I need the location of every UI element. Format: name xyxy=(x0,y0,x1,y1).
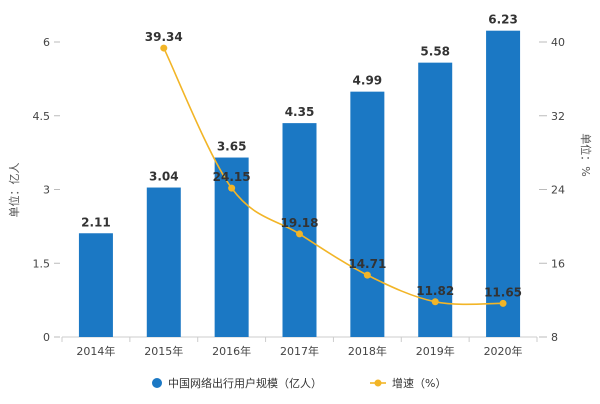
x-tick-label: 2014年 xyxy=(76,344,115,358)
bar xyxy=(486,30,521,338)
growth-point xyxy=(160,44,168,52)
y-left-tick-label: 6 xyxy=(43,36,50,49)
bar xyxy=(418,62,453,338)
y-right-tick-label: 40 xyxy=(551,36,565,49)
bar-value-label: 5.58 xyxy=(420,45,450,59)
growth-value-label: 19.18 xyxy=(281,216,319,230)
growth-value-label: 24.15 xyxy=(213,170,251,184)
growth-value-label: 11.82 xyxy=(416,284,454,298)
y-right-tick-label: 32 xyxy=(551,110,565,123)
y-left-tick-label: 1.5 xyxy=(33,257,51,270)
y-left-axis-title: 单位：亿人 xyxy=(7,163,21,218)
x-tick-label: 2018年 xyxy=(348,344,387,358)
x-tick-label: 2020年 xyxy=(484,344,523,358)
y-left-tick-label: 3 xyxy=(43,184,50,197)
x-tick-label: 2016年 xyxy=(212,344,251,358)
bar xyxy=(282,123,317,337)
legend-bar-label: 中国网络出行用户规模（亿人） xyxy=(168,376,322,390)
y-right-tick-label: 8 xyxy=(551,331,558,344)
x-tick-label: 2019年 xyxy=(416,344,455,358)
legend-line-dot xyxy=(374,379,382,387)
bar-value-label: 6.23 xyxy=(488,13,518,27)
y-right-axis-title: 单位：% xyxy=(579,133,593,176)
growth-point xyxy=(363,271,371,279)
growth-point xyxy=(228,184,236,192)
bar xyxy=(214,157,249,337)
x-tick-label: 2017年 xyxy=(280,344,319,358)
bar xyxy=(146,187,181,337)
growth-value-label: 11.65 xyxy=(484,285,522,299)
bar xyxy=(350,91,385,338)
y-right-tick-label: 16 xyxy=(551,257,565,270)
bar-value-label: 3.65 xyxy=(217,140,247,154)
bar xyxy=(78,233,113,337)
y-right-tick-label: 24 xyxy=(551,184,565,197)
growth-value-label: 39.34 xyxy=(145,30,183,44)
growth-point xyxy=(499,299,507,307)
legend-bar-marker xyxy=(152,378,162,388)
bar-value-label: 4.35 xyxy=(285,105,315,119)
y-left-tick-label: 0 xyxy=(43,331,50,344)
legend-line-label: 增速（%） xyxy=(392,376,446,390)
growth-point xyxy=(431,298,439,306)
x-tick-label: 2015年 xyxy=(144,344,183,358)
y-left-tick-label: 4.5 xyxy=(33,110,51,123)
bar-value-label: 4.99 xyxy=(353,74,383,88)
bar-value-label: 3.04 xyxy=(149,170,179,184)
growth-value-label: 14.71 xyxy=(348,257,386,271)
growth-point xyxy=(296,230,303,238)
bar-value-label: 2.11 xyxy=(81,215,111,229)
